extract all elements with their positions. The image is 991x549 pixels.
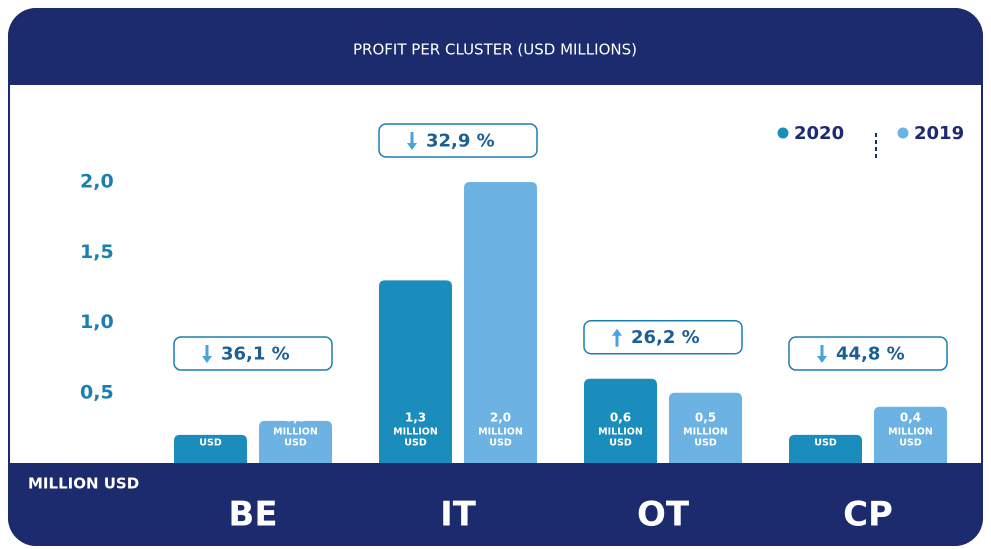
value-label: 1,3 bbox=[405, 411, 426, 425]
value-label: 0,2 bbox=[200, 411, 221, 425]
value-unit: USD bbox=[609, 438, 632, 449]
value-unit: MILLION bbox=[393, 427, 438, 438]
change-box bbox=[788, 336, 948, 371]
change-arrow-head bbox=[817, 356, 827, 363]
frame-border bbox=[8, 8, 983, 546]
value-label: 0,3 bbox=[285, 411, 306, 425]
footer-band bbox=[8, 463, 983, 546]
bar bbox=[669, 392, 742, 463]
bar bbox=[464, 182, 537, 463]
bar bbox=[379, 280, 452, 463]
change-box bbox=[583, 319, 743, 355]
value-unit: USD bbox=[199, 438, 222, 449]
bar bbox=[174, 434, 247, 463]
bar bbox=[789, 434, 862, 463]
value-label: 0,6 bbox=[610, 411, 631, 425]
x-tick-label: CP bbox=[843, 495, 893, 535]
value-label: 0,5 bbox=[695, 411, 716, 425]
value-unit: MILLION bbox=[803, 427, 848, 438]
value-unit: USD bbox=[489, 438, 512, 449]
y-tick-label: 0,5 bbox=[80, 381, 114, 403]
change-arrow-head bbox=[407, 143, 417, 150]
header-band bbox=[8, 8, 983, 85]
value-unit: USD bbox=[814, 438, 837, 449]
change-label: 26,2 % bbox=[631, 327, 700, 348]
bar bbox=[259, 420, 332, 463]
legend-swatch bbox=[897, 127, 909, 139]
value-unit: MILLION bbox=[188, 427, 233, 438]
change-box bbox=[173, 336, 333, 371]
change-label: 44,8 % bbox=[836, 344, 905, 365]
value-unit: MILLION bbox=[683, 427, 728, 438]
value-label: 0,2 bbox=[815, 411, 836, 425]
value-unit: MILLION bbox=[888, 427, 933, 438]
y-tick-label: 2,0 bbox=[80, 171, 114, 193]
x-tick-label: OT bbox=[637, 495, 690, 535]
x-tick-label: IT bbox=[440, 495, 477, 535]
value-label: 0,4 bbox=[900, 411, 921, 425]
y-tick-label: 1,5 bbox=[80, 241, 114, 263]
legend-swatch bbox=[777, 127, 789, 139]
change-arrow-head bbox=[202, 356, 212, 363]
value-unit: USD bbox=[404, 438, 427, 449]
value-label: 2,0 bbox=[490, 411, 511, 425]
change-arrow-head bbox=[612, 328, 622, 336]
value-unit: MILLION bbox=[598, 427, 643, 438]
legend-label: 2019 bbox=[914, 123, 964, 144]
value-unit: MILLION bbox=[273, 427, 318, 438]
change-label: 36,1 % bbox=[221, 344, 290, 365]
x-axis-label: MILLION USD bbox=[28, 475, 139, 493]
chart-title: PROFIT PER CLUSTER (USD MILLIONS) bbox=[353, 41, 637, 59]
y-tick-label: 1,0 bbox=[80, 311, 114, 333]
bar bbox=[584, 378, 657, 463]
value-unit: USD bbox=[899, 438, 922, 449]
value-unit: USD bbox=[284, 438, 307, 449]
value-unit: USD bbox=[694, 438, 717, 449]
legend-label: 2020 bbox=[794, 123, 844, 144]
bar bbox=[874, 406, 947, 463]
x-tick-label: BE bbox=[228, 495, 277, 535]
value-unit: MILLION bbox=[478, 427, 523, 438]
change-box bbox=[378, 123, 538, 158]
change-label: 32,9 % bbox=[426, 131, 495, 152]
